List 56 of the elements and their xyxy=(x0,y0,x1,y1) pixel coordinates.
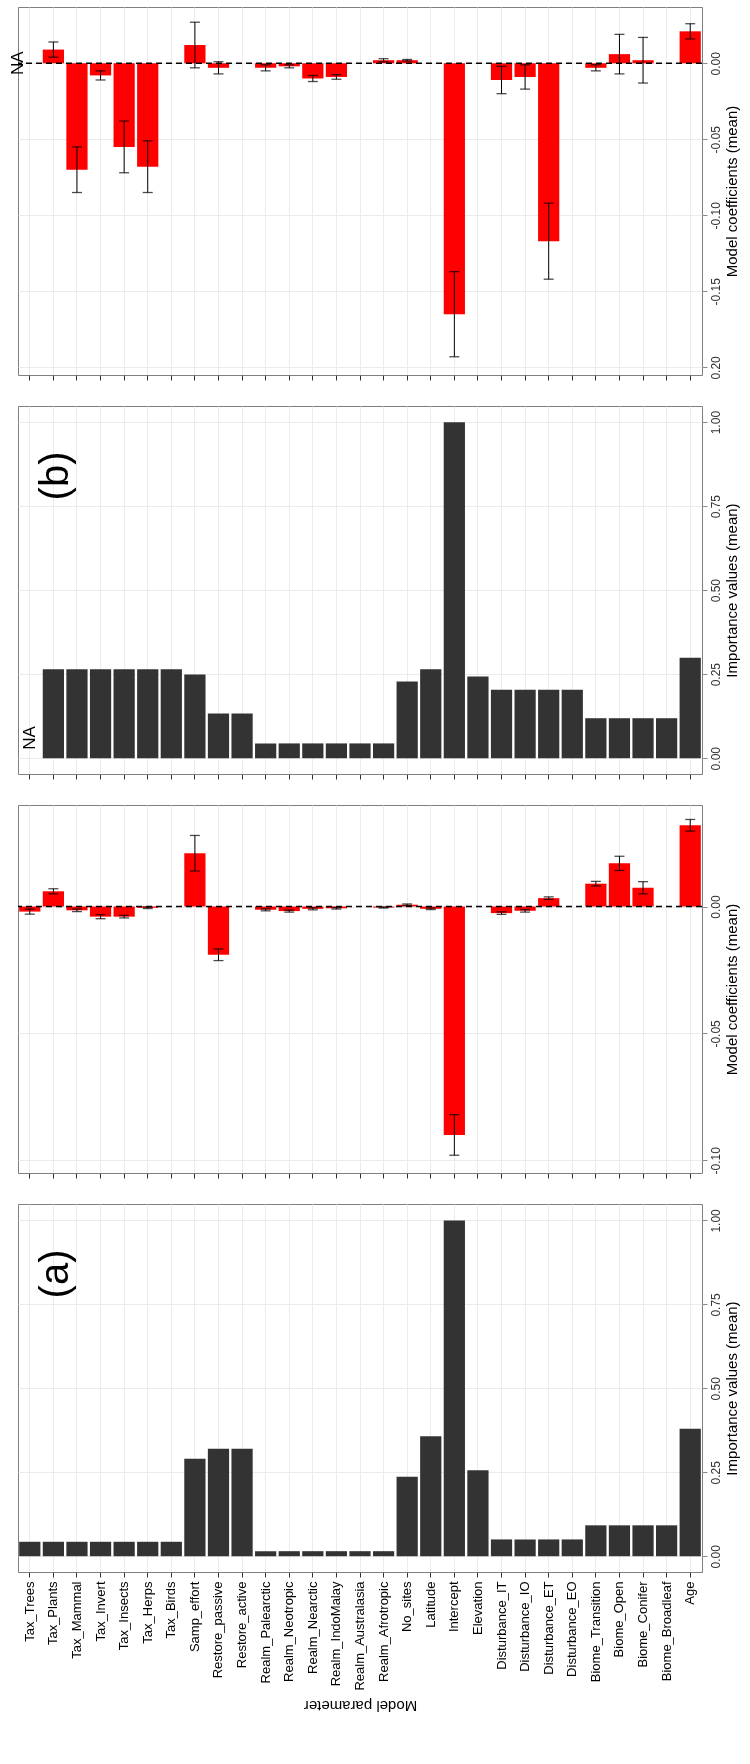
x-tick-label: Tax_Insects xyxy=(116,1581,132,1651)
x-tick-label: Tax_Invert xyxy=(92,1581,108,1642)
x-tick-label: Latitude xyxy=(422,1581,438,1628)
x-tick-label: Restore_passive xyxy=(210,1581,226,1679)
annotation: (b) xyxy=(32,451,76,501)
x-tick-label: Samp_effort xyxy=(186,1581,202,1653)
y-tick-label: 0.00 xyxy=(708,51,723,76)
y-tick-label: -0.15 xyxy=(708,277,723,306)
x-tick-label: Realm_Australasia xyxy=(352,1580,367,1691)
y-tick-label: 0.75 xyxy=(708,1292,723,1317)
x-tick-label: Tax_Trees xyxy=(21,1581,37,1642)
x-tick-label: Biome_Transition xyxy=(587,1581,603,1683)
y-axis-title: Importance values (mean) xyxy=(722,1301,740,1476)
x-tick-label: Disturbance_ET xyxy=(540,1581,556,1675)
y-axis-title: Model coefficients (mean) xyxy=(722,105,740,278)
x-tick-label: Tax_Mammal xyxy=(68,1581,84,1659)
y-axis-title: Model coefficients (mean) xyxy=(722,903,740,1076)
x-tick-label: Realm_Palearctic xyxy=(257,1581,273,1684)
x-tick-label: Biome_Conifer xyxy=(635,1580,651,1668)
y-tick-label: 1.00 xyxy=(708,410,723,435)
x-tick-label: No_sites xyxy=(399,1581,415,1633)
x-tick-label: Disturbance_EO xyxy=(564,1581,580,1677)
x-tick-label: Biome_Open xyxy=(611,1581,627,1658)
x-tick-label: Biome_Broadleaf xyxy=(658,1581,674,1682)
y-tick-label: 0.00 xyxy=(708,746,723,771)
x-tick-label: Disturbance_IO xyxy=(517,1581,533,1672)
annotation: NA xyxy=(8,50,27,76)
x-tick-label: Tax_Plants xyxy=(45,1581,61,1646)
y-axis-title: Importance values (mean) xyxy=(722,503,740,678)
y-tick-label: -0.10 xyxy=(708,201,723,230)
y-tick-label: 0.50 xyxy=(708,578,723,603)
x-tick-label: Tax_Birds xyxy=(163,1581,179,1639)
x-tick-label: Tax_Herps xyxy=(139,1581,155,1644)
y-tick-label: 0.25 xyxy=(708,1460,723,1485)
y-tick-label: 0.00 xyxy=(708,895,723,919)
annotation: NA xyxy=(20,725,39,750)
y-tick-label: -0.05 xyxy=(708,1019,723,1048)
x-tick-label: Elevation xyxy=(469,1581,485,1635)
x-tick-label: Realm_IndoMalay xyxy=(328,1581,344,1687)
y-tick-label: 1.00 xyxy=(708,1208,723,1233)
x-axis-title: Model parameter xyxy=(303,1697,418,1715)
y-tick-label: -0.05 xyxy=(708,125,723,154)
x-tick-label: Age xyxy=(682,1581,698,1605)
y-tick-label: 0.00 xyxy=(708,1544,723,1569)
x-tick-label: Realm_Neotropic xyxy=(281,1581,297,1682)
y-tick-label: -0.10 xyxy=(708,1146,723,1175)
x-tick-label: Disturbance_IT xyxy=(493,1581,509,1670)
y-tick-label: 0.75 xyxy=(708,494,723,519)
x-tick-label: Realm_Afrotropic xyxy=(375,1581,391,1682)
y-tick-label: 0.20 xyxy=(708,355,723,380)
y-tick-label: 0.50 xyxy=(708,1376,723,1401)
y-tick-label: 0.25 xyxy=(708,662,723,687)
x-tick-label: Intercept xyxy=(446,1581,462,1633)
x-tick-label: Realm_Nearctic xyxy=(304,1581,320,1674)
annotation: (a) xyxy=(32,1249,76,1299)
x-tick-label: Restore_active xyxy=(234,1581,250,1669)
